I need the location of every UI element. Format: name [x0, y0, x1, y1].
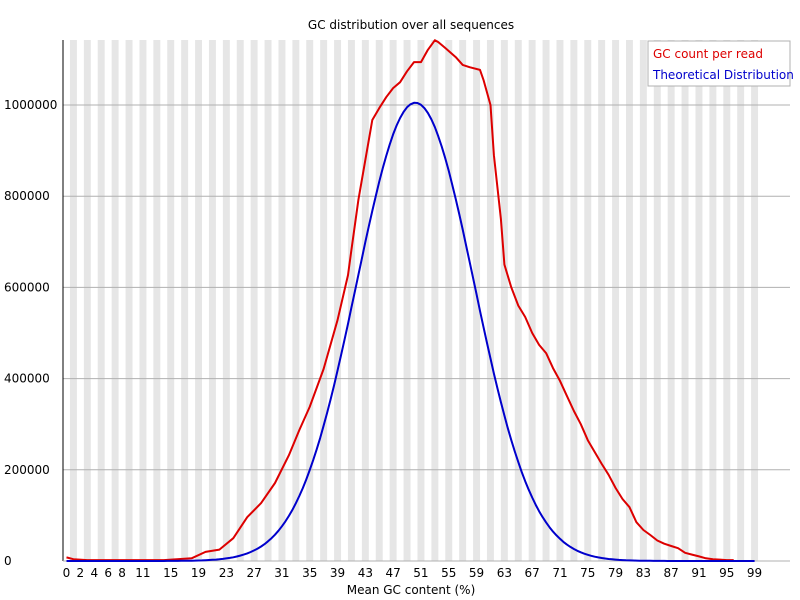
x-tick-label: 59 [469, 566, 484, 580]
horizontal-gridlines [63, 104, 790, 471]
legend-item-gc-count: GC count per read [653, 47, 763, 61]
stripe [431, 40, 439, 561]
stripe [236, 40, 244, 561]
chart-title: GC distribution over all sequences [308, 18, 514, 32]
stripe [542, 40, 550, 561]
x-tick-label: 23 [219, 566, 234, 580]
x-tick-label: 55 [441, 566, 456, 580]
x-tick-label: 99 [747, 566, 762, 580]
y-tick-labels: 0 200000 400000 600000 800000 1000000 [4, 98, 57, 568]
stripe [653, 40, 661, 561]
x-tick-label: 75 [580, 566, 595, 580]
x-tick-label: 79 [608, 566, 623, 580]
stripe [264, 40, 272, 561]
stripe [250, 40, 258, 561]
stripe [417, 40, 425, 561]
legend-box [647, 40, 791, 87]
background-stripes [69, 40, 759, 561]
stripe [306, 40, 314, 561]
stripe [723, 40, 731, 561]
x-tick-label: 71 [552, 566, 567, 580]
stripe [278, 40, 286, 561]
legend-item-theoretical: Theoretical Distribution [652, 68, 794, 82]
x-tick-label: 35 [302, 566, 317, 580]
stripe [195, 40, 203, 561]
stripe [598, 40, 606, 561]
stripe [695, 40, 703, 561]
x-tick-label: 39 [330, 566, 345, 580]
stripe [473, 40, 481, 561]
stripe [486, 40, 494, 561]
stripe [556, 40, 564, 561]
stripe [111, 40, 119, 561]
x-tick-label: 47 [386, 566, 401, 580]
x-tick-labels: 0 2 4 6 8 11 15 19 23 27 31 35 39 43 47 51 55 59 63 67 71 75 7… [63, 566, 763, 580]
x-tick-label: 31 [274, 566, 289, 580]
stripe [139, 40, 147, 561]
stripe [709, 40, 717, 561]
x-tick-label: 0 [63, 566, 71, 580]
stripe [389, 40, 397, 561]
stripe [167, 40, 175, 561]
stripe [681, 40, 689, 561]
x-tick-label: 87 [664, 566, 679, 580]
stripe [97, 40, 105, 561]
stripe [667, 40, 675, 561]
y-tick-label: 1000000 [4, 98, 57, 112]
x-tick-label: 51 [413, 566, 428, 580]
stripe [334, 40, 342, 561]
stripe [83, 40, 91, 561]
x-tick-label: 67 [525, 566, 540, 580]
y-tick-label: 200000 [4, 463, 50, 477]
stripe [528, 40, 536, 561]
stripe [584, 40, 592, 561]
y-tick-label: 0 [4, 554, 12, 568]
x-tick-label: 6 [104, 566, 112, 580]
x-tick-label: 43 [358, 566, 373, 580]
stripe [612, 40, 620, 561]
x-tick-label: 15 [163, 566, 178, 580]
stripe [181, 40, 189, 561]
y-tick-label: 600000 [4, 280, 50, 294]
stripe [403, 40, 411, 561]
legend: GC count per read Theoretical Distributi… [647, 40, 794, 87]
x-tick-label: 19 [191, 566, 206, 580]
stripe [208, 40, 216, 561]
stripe [320, 40, 328, 561]
x-tick-label: 27 [246, 566, 261, 580]
stripe [737, 40, 745, 561]
stripe [459, 40, 467, 561]
data-series [66, 39, 755, 562]
stripe [347, 40, 355, 561]
stripe [375, 40, 383, 561]
stripe [570, 40, 578, 561]
stripe [153, 40, 161, 561]
stripe [514, 40, 522, 561]
gc-count-line [66, 39, 734, 562]
x-tick-label: 91 [691, 566, 706, 580]
stripe [625, 40, 633, 561]
stripe [292, 40, 300, 561]
x-tick-label: 2 [77, 566, 85, 580]
stripe [125, 40, 133, 561]
x-tick-label: 8 [118, 566, 126, 580]
y-tick-label: 400000 [4, 372, 50, 386]
y-tick-label: 800000 [4, 189, 50, 203]
stripe [222, 40, 230, 561]
stripe [361, 40, 369, 561]
stripe [69, 40, 77, 561]
x-axis-label: Mean GC content (%) [347, 583, 476, 597]
stripe [500, 40, 508, 561]
theoretical-distribution-line [66, 101, 755, 562]
x-tick-label: 11 [135, 566, 150, 580]
x-tick-label: 63 [497, 566, 512, 580]
stripe [445, 40, 453, 561]
x-tick-label: 83 [636, 566, 651, 580]
stripe [751, 40, 759, 561]
stripe [639, 40, 647, 561]
x-tick-label: 95 [719, 566, 734, 580]
x-tick-label: 4 [90, 566, 98, 580]
